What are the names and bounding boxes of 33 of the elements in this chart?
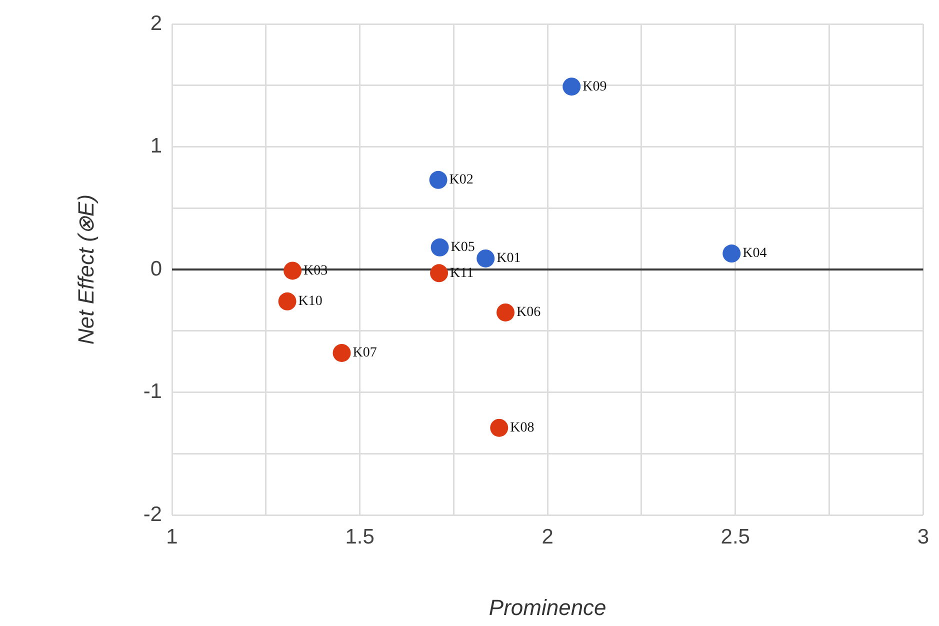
annotation: K07: [352, 346, 377, 361]
y-tick-label: 2: [150, 12, 162, 35]
annotation: K06: [516, 305, 541, 320]
y-tick-label: 1: [150, 134, 162, 158]
x-axis-title: Prominence: [488, 594, 606, 620]
annotation: K04: [742, 246, 767, 262]
x-tick-label: 3: [917, 525, 930, 548]
y-tick-label: -1: [143, 380, 162, 404]
x-tick-label: 1.5: [345, 525, 374, 548]
point: [332, 344, 351, 362]
x-tick-label: 1: [166, 525, 178, 548]
annotation: K08: [510, 420, 534, 436]
point: [284, 262, 302, 280]
annotation: K11: [450, 266, 474, 281]
point: [490, 418, 508, 437]
point: [278, 292, 296, 310]
x-tick-label: 2: [542, 525, 554, 548]
point: [562, 78, 581, 96]
point: [476, 249, 495, 268]
point: [496, 303, 515, 322]
point: [722, 244, 741, 263]
annotation: K09: [582, 79, 607, 94]
y-tick-label: 0: [150, 257, 162, 280]
annotation: K05: [450, 240, 475, 256]
point: [430, 264, 448, 282]
annotation: K10: [298, 294, 322, 310]
point: [430, 238, 449, 256]
annotation: K01: [496, 251, 521, 266]
y-axis-title: Net Effect (⊗E): [73, 194, 98, 345]
point: [429, 170, 448, 189]
y-tick-label: -2: [143, 502, 162, 526]
x-tick-label: 2.5: [720, 525, 750, 548]
annotation: K02: [449, 172, 474, 188]
